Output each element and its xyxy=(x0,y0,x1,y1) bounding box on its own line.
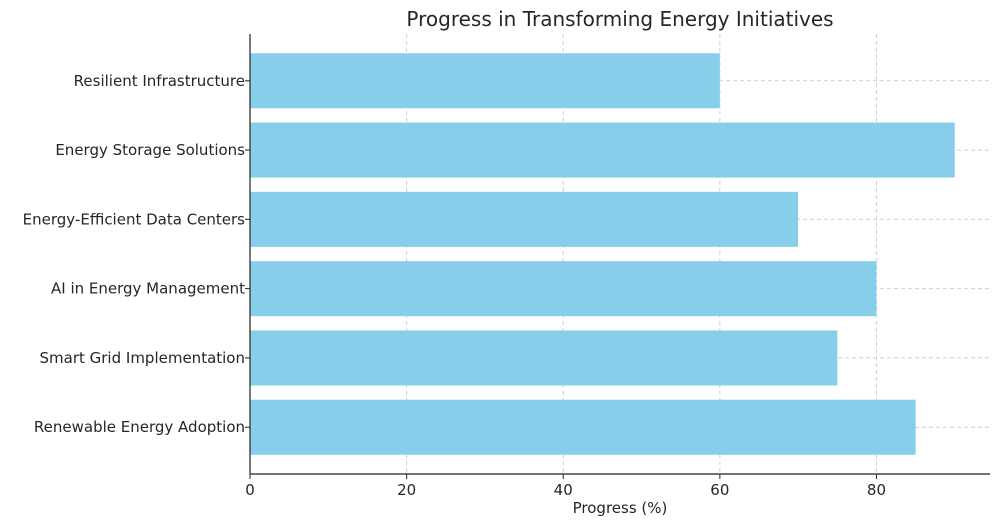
bar xyxy=(250,122,955,178)
x-tick-labels: 0 20 40 60 80 xyxy=(245,474,886,499)
x-tick-label: 40 xyxy=(554,481,573,499)
y-tick-label: Resilient Infrastructure xyxy=(74,72,245,90)
y-tick-label: Energy-Efficient Data Centers xyxy=(23,210,246,228)
bar xyxy=(250,53,720,109)
bars xyxy=(250,53,955,455)
bar xyxy=(250,261,877,317)
y-tick-label: Smart Grid Implementation xyxy=(40,349,246,367)
chart-title: Progress in Transforming Energy Initiati… xyxy=(406,7,833,31)
x-tick-label: 60 xyxy=(710,481,729,499)
y-tick-label: Energy Storage Solutions xyxy=(55,141,245,159)
x-tick-label: 80 xyxy=(867,481,886,499)
y-tick-labels: Renewable Energy Adoption Smart Grid Impl… xyxy=(23,72,250,436)
y-tick-label: AI in Energy Management xyxy=(51,280,245,298)
bar xyxy=(250,191,799,247)
bar xyxy=(250,399,916,455)
bar xyxy=(250,330,838,386)
x-axis-label: Progress (%) xyxy=(573,499,668,517)
y-tick-label: Renewable Energy Adoption xyxy=(34,418,245,436)
x-tick-label: 20 xyxy=(397,481,416,499)
x-tick-label: 0 xyxy=(245,481,255,499)
